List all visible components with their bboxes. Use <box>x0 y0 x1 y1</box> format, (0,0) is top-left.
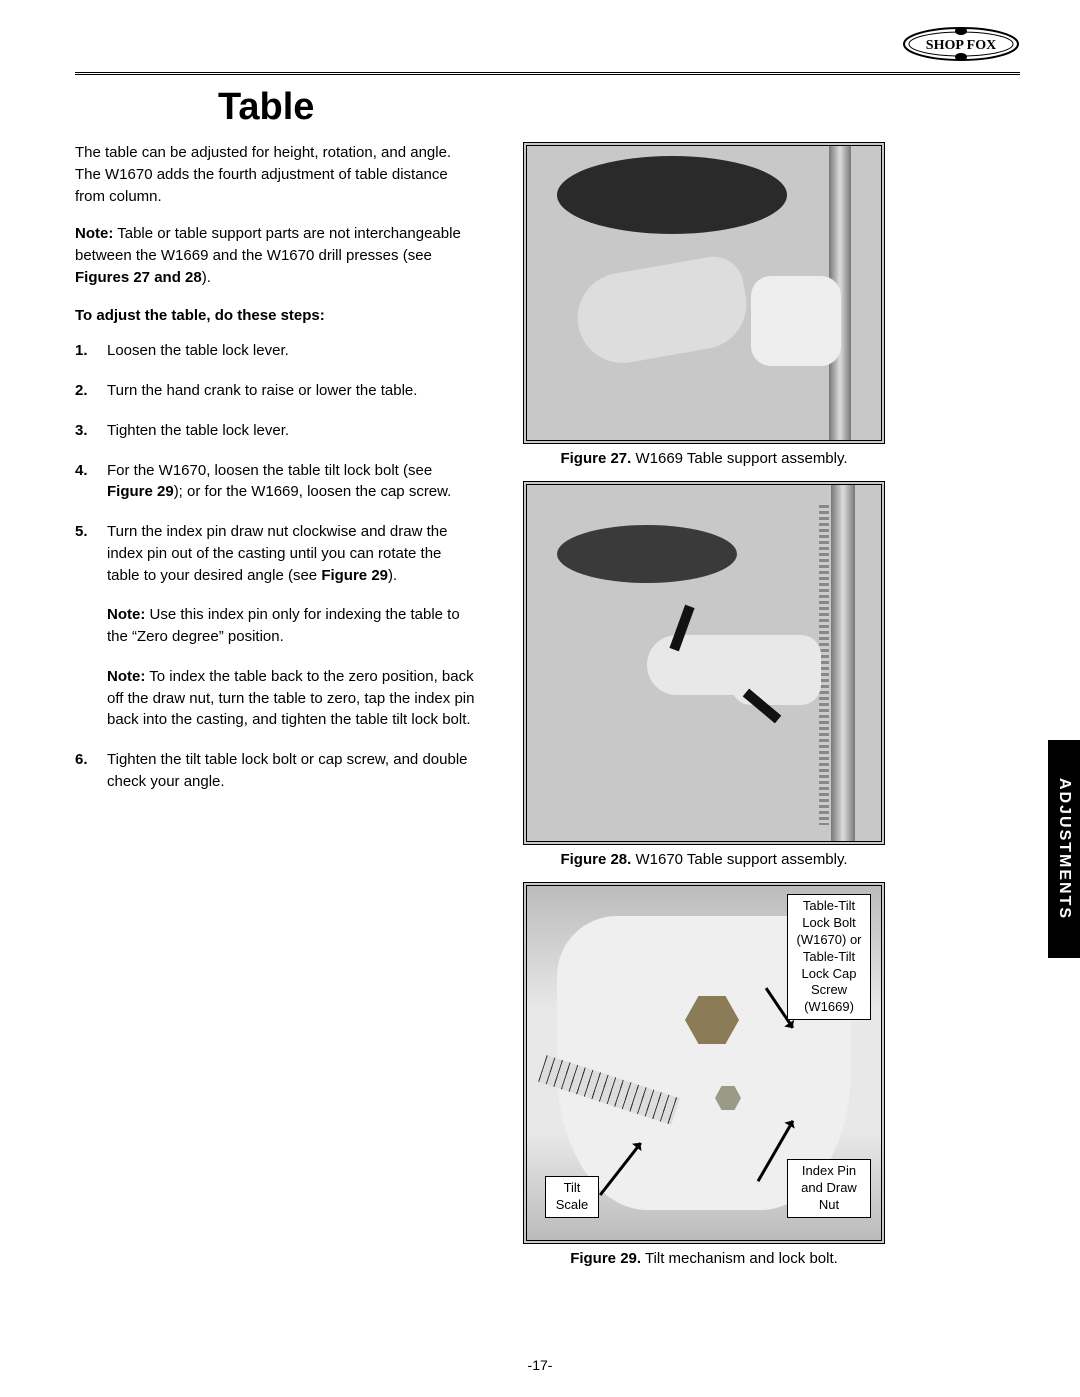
figures-column: Figure 27. W1669 Table support assembly.… <box>523 142 1020 1281</box>
section-tab: ADJUSTMENTS <box>1048 740 1080 958</box>
figure-29-image: Table-Tilt Lock Bolt (W1670) or Table-Ti… <box>523 882 885 1244</box>
step-note: Note: To index the table back to the zer… <box>107 666 475 731</box>
note-paragraph: Note: Table or table support parts are n… <box>75 223 475 288</box>
step-item: Loosen the table lock lever. <box>75 340 475 362</box>
brand-logo: SHOP FOX <box>902 26 1020 62</box>
figure-27-caption: Figure 27. W1669 Table support assembly. <box>523 450 885 467</box>
note-label: Note: <box>75 225 113 242</box>
page-title: Table <box>218 86 314 129</box>
callout-index-pin: Index Pin and Draw Nut <box>787 1159 871 1218</box>
callout-lock-bolt: Table-Tilt Lock Bolt (W1670) or Table-Ti… <box>787 894 871 1020</box>
step-item: Tighten the tilt table lock bolt or cap … <box>75 749 475 793</box>
step-item: Turn the index pin draw nut clockwise an… <box>75 521 475 731</box>
intro-paragraph: The table can be adjusted for height, ro… <box>75 142 475 207</box>
step-item: Tighten the table lock lever. <box>75 420 475 442</box>
steps-list: Loosen the table lock lever. Turn the ha… <box>75 340 475 792</box>
callout-tilt-scale: Tilt Scale <box>545 1176 599 1218</box>
step-item: For the W1670, loosen the table tilt loc… <box>75 460 475 504</box>
steps-heading: To adjust the table, do these steps: <box>75 305 475 327</box>
step-item: Turn the hand crank to raise or lower th… <box>75 380 475 402</box>
body-text-column: The table can be adjusted for height, ro… <box>75 142 475 1281</box>
svg-text:SHOP FOX: SHOP FOX <box>926 38 996 53</box>
figure-28-image <box>523 481 885 845</box>
figure-28-caption: Figure 28. W1670 Table support assembly. <box>523 851 885 868</box>
figure-29-caption: Figure 29. Tilt mechanism and lock bolt. <box>523 1250 885 1267</box>
figure-27-image <box>523 142 885 444</box>
page-number: -17- <box>0 1357 1080 1373</box>
step-note: Note: Use this index pin only for indexi… <box>107 604 475 648</box>
header-rule <box>75 72 1020 75</box>
